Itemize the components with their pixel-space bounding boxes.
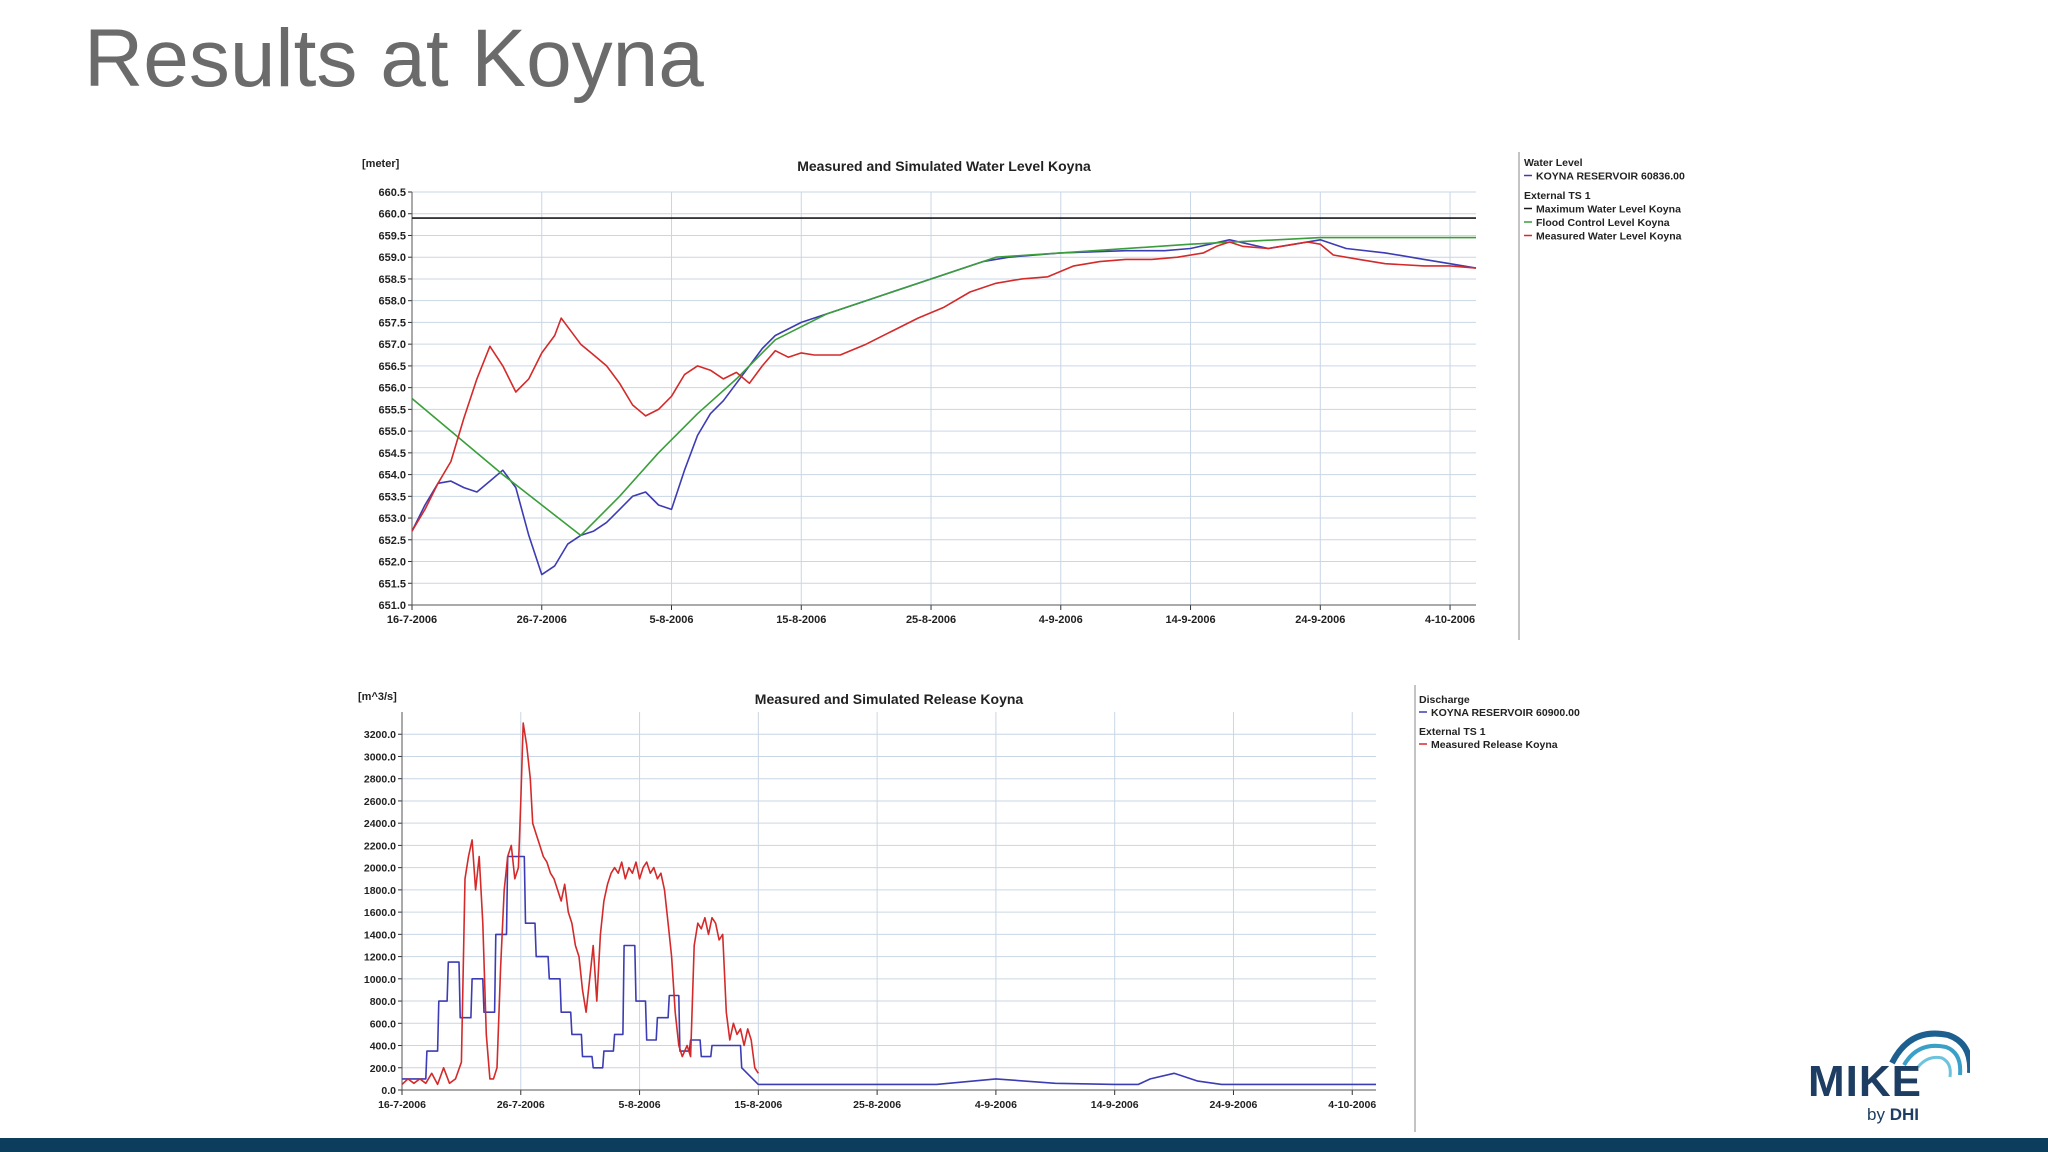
chart-title: Measured and Simulated Release Koyna (755, 691, 1024, 707)
y-tick-label: 1800.0 (364, 885, 396, 897)
legend-entry: KOYNA RESERVOIR 60836.00 (1536, 171, 1685, 183)
y-tick-label: 3200.0 (364, 729, 396, 741)
y-tick-label: 657.5 (378, 317, 406, 329)
y-tick-label: 200.0 (370, 1063, 396, 1075)
plot-area (412, 192, 1476, 605)
legend-heading: External TS 1 (1419, 726, 1486, 738)
plot-area (402, 712, 1376, 1090)
legend-heading: Discharge (1419, 694, 1470, 706)
legend-entry: Flood Control Level Koyna (1536, 217, 1670, 229)
y-tick-label: 2600.0 (364, 796, 396, 808)
y-tick-label: 651.5 (378, 578, 406, 590)
legend-heading: Water Level (1524, 157, 1583, 169)
y-tick-label: 658.0 (378, 296, 406, 308)
x-tick-label: 14-9-2006 (1091, 1099, 1139, 1111)
y-tick-label: 660.0 (378, 209, 406, 221)
y-tick-label: 653.5 (378, 491, 406, 503)
y-tick-label: 658.5 (378, 274, 406, 286)
x-tick-label: 4-9-2006 (975, 1099, 1017, 1111)
y-tick-label: 1000.0 (364, 974, 396, 986)
legend-entry: Maximum Water Level Koyna (1536, 204, 1681, 216)
x-tick-label: 25-8-2006 (853, 1099, 901, 1111)
legend-heading: External TS 1 (1524, 190, 1591, 202)
series-line-1 (402, 855, 1376, 1086)
legend-entry: KOYNA RESERVOIR 60900.00 (1431, 707, 1580, 719)
y-tick-label: 656.5 (378, 361, 406, 373)
legend-entry: Measured Release Koyna (1431, 739, 1558, 751)
y-tick-label: 655.5 (378, 404, 406, 416)
y-tick-label: 400.0 (370, 1041, 396, 1053)
series-line-1 (411, 239, 1477, 576)
logo-subtitle: by DHI (1867, 1105, 1919, 1124)
y-tick-label: 600.0 (370, 1018, 396, 1030)
y-tick-label: 659.5 (378, 230, 406, 242)
x-tick-label: 15-8-2006 (776, 614, 826, 626)
y-tick-label: 653.0 (378, 513, 406, 525)
y-tick-label: 657.0 (378, 339, 406, 351)
y-tick-label: 654.5 (378, 448, 406, 460)
y-tick-label: 655.0 (378, 426, 406, 438)
x-tick-label: 5-8-2006 (649, 614, 693, 626)
chart-title: Measured and Simulated Water Level Koyna (797, 158, 1091, 174)
y-tick-label: 3000.0 (364, 751, 396, 763)
wave-icon (1889, 1030, 1970, 1078)
y-tick-label: 656.0 (378, 383, 406, 395)
x-tick-label: 5-8-2006 (619, 1099, 661, 1111)
series-line-3 (411, 236, 1476, 537)
y-tick-label: 652.5 (378, 535, 406, 547)
y-tick-label: 2200.0 (364, 840, 396, 852)
legend-entry: Measured Water Level Koyna (1536, 231, 1682, 243)
y-tick-label: 1400.0 (364, 929, 396, 941)
x-tick-label: 4-9-2006 (1039, 614, 1083, 626)
chart-2: 0.0 200.0 400.0 600.0 800.0 1000.0 1200.0 1400.… (358, 685, 1580, 1132)
y-tick-label: 654.0 (378, 470, 406, 482)
x-tick-label: 4-10-2006 (1328, 1099, 1376, 1111)
y-tick-label: 652.0 (378, 557, 406, 569)
slide-title: Results at Koyna (84, 13, 704, 104)
y-axis-label: [meter] (362, 158, 400, 170)
x-tick-label: 16-7-2006 (378, 1099, 426, 1111)
y-axis-label: [m^3/s] (358, 691, 397, 703)
footer-bar (0, 1138, 2048, 1152)
y-tick-label: 2400.0 (364, 818, 396, 830)
logo-wordmark: MIKE (1808, 1057, 1922, 1106)
x-tick-label: 24-9-2006 (1210, 1099, 1258, 1111)
y-tick-label: 660.5 (378, 187, 406, 199)
y-tick-label: 1600.0 (364, 907, 396, 919)
series-line-4 (411, 241, 1477, 532)
x-tick-label: 24-9-2006 (1295, 614, 1345, 626)
y-tick-label: 0.0 (381, 1085, 396, 1097)
series-line-2 (401, 722, 759, 1086)
x-tick-label: 14-9-2006 (1165, 614, 1215, 626)
y-tick-label: 651.0 (378, 600, 406, 612)
mike-logo: MIKE by DHI (1800, 1025, 1970, 1125)
y-tick-label: 2000.0 (364, 863, 396, 875)
x-tick-label: 25-8-2006 (906, 614, 956, 626)
x-tick-label: 26-7-2006 (517, 614, 567, 626)
chart-1: 651.0 651.5 652.0 652.5 653.0 653.5 654.0 654.5… (362, 152, 1685, 640)
x-tick-label: 16-7-2006 (387, 614, 437, 626)
y-tick-label: 800.0 (370, 996, 396, 1008)
x-tick-label: 26-7-2006 (497, 1099, 545, 1111)
y-tick-label: 659.0 (378, 252, 406, 264)
x-tick-label: 15-8-2006 (734, 1099, 782, 1111)
x-tick-label: 4-10-2006 (1425, 614, 1475, 626)
y-tick-label: 2800.0 (364, 774, 396, 786)
y-tick-label: 1200.0 (364, 952, 396, 964)
